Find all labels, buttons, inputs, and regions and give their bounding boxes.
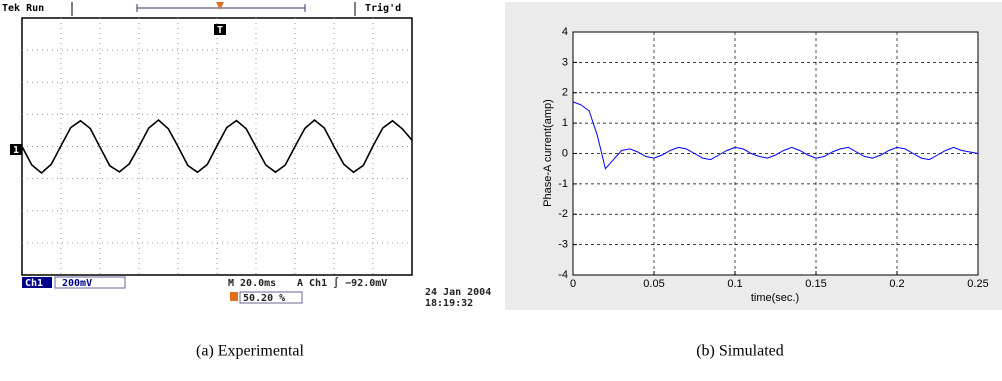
time-label: 18:19:32 — [425, 298, 473, 309]
y-tick-label: 1 — [562, 117, 568, 129]
caption: (a) Experimental — [196, 343, 305, 360]
y-tick-label: 2 — [562, 87, 568, 99]
y-tick-label: -4 — [558, 269, 568, 281]
y-tick-label: -2 — [558, 208, 568, 220]
channel-label: Ch1 — [25, 278, 43, 289]
trigger-label: A Ch1 ∫ −92.0mV — [297, 277, 387, 289]
x-tick-label: 0.05 — [643, 278, 664, 290]
x-tick-label: 0.1 — [727, 278, 742, 290]
y-tick-label: 3 — [562, 56, 568, 68]
figure: Tek Run Trig'd T 1 Ch1 200mV M 20.0ms A … — [0, 0, 1002, 381]
x-tick-label: 0 — [570, 278, 576, 290]
x-tick-label: 0.2 — [889, 278, 904, 290]
y-axis-label: Phase-A current(amp) — [542, 99, 554, 207]
scope-trig-status: Trig'd — [365, 2, 401, 14]
x-tick-label: 0.15 — [805, 278, 826, 290]
channel-marker: 1 — [13, 145, 19, 156]
scale-label: 200mV — [62, 278, 92, 289]
trigger-position — [216, 2, 224, 10]
x-tick-label: 0.25 — [967, 278, 988, 290]
y-tick-label: 4 — [562, 26, 568, 38]
position-label: 50.20 % — [243, 293, 285, 304]
y-tick-label: -1 — [558, 178, 568, 190]
timebase-label: M 20.0ms — [228, 278, 276, 289]
scope-status: Tek Run — [2, 3, 44, 14]
caption: (b) Simulated — [696, 343, 784, 360]
trigger-marker: T — [217, 25, 223, 36]
y-tick-label: -3 — [558, 239, 568, 251]
position-icon — [230, 292, 238, 301]
date-label: 24 Jan 2004 — [425, 287, 491, 298]
y-tick-label: 0 — [562, 147, 568, 159]
x-axis-label: time(sec.) — [751, 292, 799, 304]
